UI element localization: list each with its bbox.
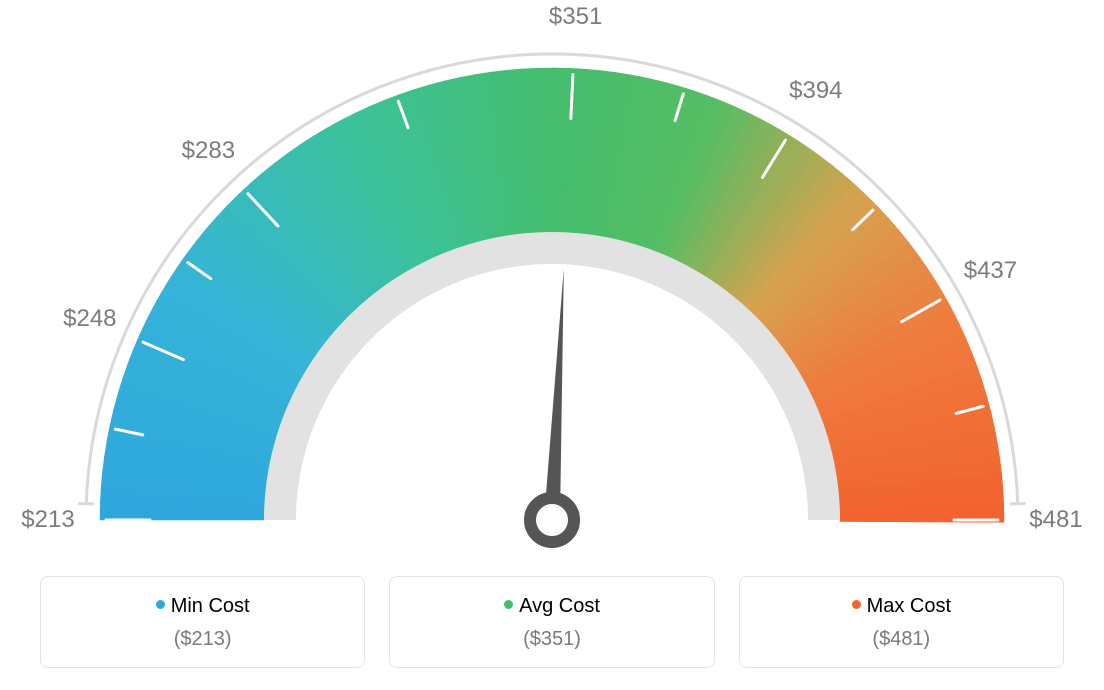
legend-row: Min Cost ($213) Avg Cost ($351) Max Cost… — [40, 576, 1064, 668]
legend-card-avg: Avg Cost ($351) — [389, 576, 714, 668]
gauge-tick-label: $283 — [182, 137, 235, 165]
gauge-chart: $213 $248 $283 $351 $394 $437 $481 — [0, 0, 1104, 560]
legend-title-max: Max Cost — [750, 595, 1053, 618]
legend-value-max: ($481) — [750, 628, 1053, 651]
legend-card-max: Max Cost ($481) — [739, 576, 1064, 668]
legend-title-max-text: Max Cost — [867, 595, 951, 617]
legend-value-avg: ($351) — [400, 628, 703, 651]
gauge-tick-label: $481 — [1029, 506, 1082, 534]
dot-icon — [852, 600, 861, 609]
legend-title-avg: Avg Cost — [400, 595, 703, 618]
gauge-tick-label: $437 — [964, 257, 1017, 285]
dot-icon — [156, 600, 165, 609]
dot-icon — [504, 600, 513, 609]
legend-card-min: Min Cost ($213) — [40, 576, 365, 668]
legend-title-avg-text: Avg Cost — [519, 595, 600, 617]
gauge-tick-label: $351 — [549, 3, 602, 31]
legend-title-min: Min Cost — [51, 595, 354, 618]
legend-title-min-text: Min Cost — [171, 595, 250, 617]
cost-gauge-widget: $213 $248 $283 $351 $394 $437 $481 Min Cost ($… — [0, 0, 1104, 690]
gauge-svg — [0, 0, 1104, 560]
legend-value-min: ($213) — [51, 628, 354, 651]
gauge-tick-label: $394 — [789, 77, 842, 105]
gauge-tick-label: $213 — [21, 506, 74, 534]
gauge-tick-label: $248 — [63, 305, 116, 333]
